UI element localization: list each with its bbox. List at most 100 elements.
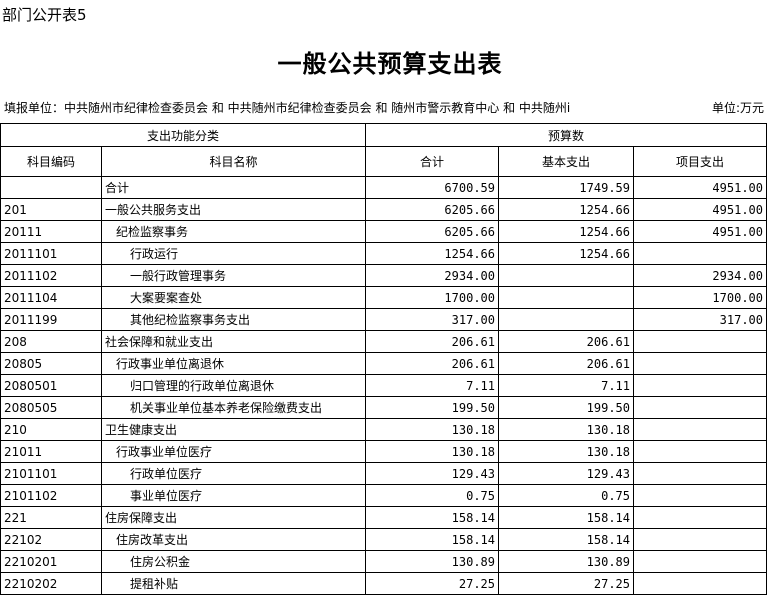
cell-basic: 199.50 <box>498 396 634 419</box>
table-row: 2011104 大案要案查处 1700.00 1700.00 <box>0 286 767 309</box>
cell-code: 208 <box>0 330 102 353</box>
cell-total: 206.61 <box>365 352 499 375</box>
cell-basic: 158.14 <box>498 506 634 529</box>
cell-total: 0.75 <box>365 484 499 507</box>
cell-basic: 206.61 <box>498 352 634 375</box>
budget-table: 支出功能分类 预算数 科目编码 科目名称 合计 基本支出 项目支出 合计 6700… <box>0 123 767 595</box>
cell-name: 住房保障支出 <box>101 506 366 529</box>
cell-project: 4951.00 <box>633 220 767 243</box>
cell-name: 一般行政管理事务 <box>101 264 366 287</box>
cell-total: 199.50 <box>365 396 499 419</box>
cell-code: 210 <box>0 418 102 441</box>
cell-name: 其他纪检监察事务支出 <box>101 308 366 331</box>
reporting-unit: 填报单位：中共随州市纪律检查委员会 和 中共随州市纪律检查委员会 和 随州市警示… <box>4 101 571 115</box>
cell-name: 卫生健康支出 <box>101 418 366 441</box>
cell-basic: 130.18 <box>498 440 634 463</box>
cell-total: 1700.00 <box>365 286 499 309</box>
cell-basic <box>498 264 634 287</box>
cell-code: 2080501 <box>0 374 102 397</box>
header-project: 项目支出 <box>633 146 767 177</box>
cell-name: 机关事业单位基本养老保险缴费支出 <box>101 396 366 419</box>
cell-code: 20805 <box>0 352 102 375</box>
cell-name: 合计 <box>101 176 366 199</box>
cell-total: 2934.00 <box>365 264 499 287</box>
cell-code: 2011199 <box>0 308 102 331</box>
cell-total: 6205.66 <box>365 220 499 243</box>
cell-total: 130.18 <box>365 440 499 463</box>
table-row: 2080501 归口管理的行政单位离退休 7.11 7.11 <box>0 374 767 397</box>
cell-basic: 206.61 <box>498 330 634 353</box>
cell-total: 27.25 <box>365 572 499 595</box>
cell-project <box>633 484 767 507</box>
header-total: 合计 <box>365 146 499 177</box>
header-code: 科目编码 <box>0 146 102 177</box>
cell-project <box>633 440 767 463</box>
cell-name: 提租补贴 <box>101 572 366 595</box>
table-row: 2080505 机关事业单位基本养老保险缴费支出 199.50 199.50 <box>0 396 767 419</box>
cell-basic: 158.14 <box>498 528 634 551</box>
cell-project <box>633 506 767 529</box>
cell-code: 2210201 <box>0 550 102 573</box>
cell-project <box>633 330 767 353</box>
cell-basic: 7.11 <box>498 374 634 397</box>
currency-unit: 单位:万元 <box>711 101 764 115</box>
cell-project: 1700.00 <box>633 286 767 309</box>
table-row: 20111 纪检监察事务 6205.66 1254.66 4951.00 <box>0 220 767 243</box>
cell-code: 2011102 <box>0 264 102 287</box>
cell-project: 317.00 <box>633 308 767 331</box>
cell-total: 6205.66 <box>365 198 499 221</box>
header-budget: 预算数 <box>365 123 767 147</box>
cell-basic: 1254.66 <box>498 220 634 243</box>
cell-total: 130.18 <box>365 418 499 441</box>
cell-name: 住房公积金 <box>101 550 366 573</box>
cell-total: 1254.66 <box>365 242 499 265</box>
cell-name: 行政事业单位离退休 <box>101 352 366 375</box>
cell-name: 社会保障和就业支出 <box>101 330 366 353</box>
page-title: 一般公共预算支出表 <box>277 50 503 78</box>
cell-code: 2210202 <box>0 572 102 595</box>
cell-code: 201 <box>0 198 102 221</box>
cell-total: 158.14 <box>365 506 499 529</box>
table-row: 2101101 行政单位医疗 129.43 129.43 <box>0 462 767 485</box>
cell-project: 2934.00 <box>633 264 767 287</box>
cell-project <box>633 462 767 485</box>
cell-project <box>633 550 767 573</box>
cell-project <box>633 418 767 441</box>
header-basic: 基本支出 <box>498 146 634 177</box>
table-row: 208 社会保障和就业支出 206.61 206.61 <box>0 330 767 353</box>
table-row: 2011101 行政运行 1254.66 1254.66 <box>0 242 767 265</box>
table-row: 2210202 提租补贴 27.25 27.25 <box>0 572 767 595</box>
form-number-label: 部门公开表5 <box>2 6 87 24</box>
cell-project <box>633 352 767 375</box>
cell-name: 纪检监察事务 <box>101 220 366 243</box>
cell-basic: 1254.66 <box>498 198 634 221</box>
cell-total: 206.61 <box>365 330 499 353</box>
cell-total: 130.89 <box>365 550 499 573</box>
cell-name: 行政事业单位医疗 <box>101 440 366 463</box>
cell-project: 4951.00 <box>633 198 767 221</box>
cell-project <box>633 242 767 265</box>
header-row-columns: 科目编码 科目名称 合计 基本支出 项目支出 <box>0 146 767 177</box>
cell-code: 2101102 <box>0 484 102 507</box>
cell-basic: 129.43 <box>498 462 634 485</box>
table-row: 201 一般公共服务支出 6205.66 1254.66 4951.00 <box>0 198 767 221</box>
cell-basic <box>498 286 634 309</box>
cell-name: 一般公共服务支出 <box>101 198 366 221</box>
table-row: 21011 行政事业单位医疗 130.18 130.18 <box>0 440 767 463</box>
cell-name: 归口管理的行政单位离退休 <box>101 374 366 397</box>
cell-code: 22102 <box>0 528 102 551</box>
table-row: 2210201 住房公积金 130.89 130.89 <box>0 550 767 573</box>
cell-project <box>633 374 767 397</box>
cell-basic: 130.89 <box>498 550 634 573</box>
cell-total: 158.14 <box>365 528 499 551</box>
cell-total: 129.43 <box>365 462 499 485</box>
cell-total: 317.00 <box>365 308 499 331</box>
table-row: 221 住房保障支出 158.14 158.14 <box>0 506 767 529</box>
cell-code: 2080505 <box>0 396 102 419</box>
cell-total: 6700.59 <box>365 176 499 199</box>
cell-code: 2011101 <box>0 242 102 265</box>
cell-code: 221 <box>0 506 102 529</box>
cell-basic <box>498 308 634 331</box>
cell-code: 2011104 <box>0 286 102 309</box>
cell-code: 2101101 <box>0 462 102 485</box>
